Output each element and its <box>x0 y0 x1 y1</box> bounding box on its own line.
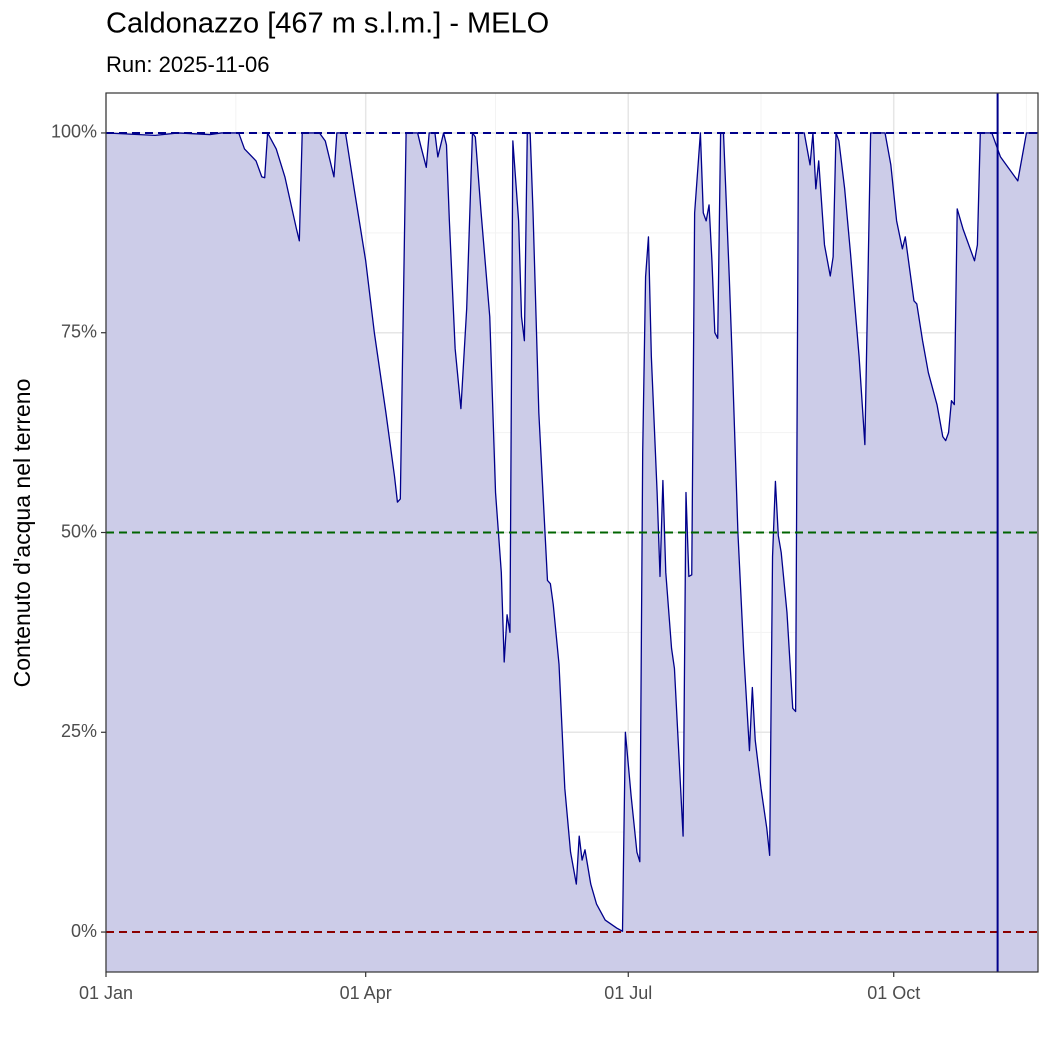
x-tick-label: 01 Apr <box>340 983 392 1003</box>
y-tick-label: 100% <box>51 122 97 142</box>
x-tick-label: 01 Jan <box>79 983 133 1003</box>
chart-title: Caldonazzo [467 m s.l.m.] - MELO <box>106 8 549 40</box>
y-tick-label: 25% <box>61 721 97 741</box>
x-tick-label: 01 Jul <box>604 983 652 1003</box>
line <box>105 132 1038 932</box>
y-axis-label: Contenuto d'acqua nel terreno <box>9 379 35 688</box>
y-tick-label: 75% <box>61 321 97 341</box>
y-tick-label: 0% <box>71 921 97 941</box>
chart-subtitle: Run: 2025-11-06 <box>106 52 270 77</box>
area <box>106 132 1038 972</box>
x-tick-label: 01 Oct <box>867 983 920 1003</box>
y-tick-label: 50% <box>61 521 97 541</box>
